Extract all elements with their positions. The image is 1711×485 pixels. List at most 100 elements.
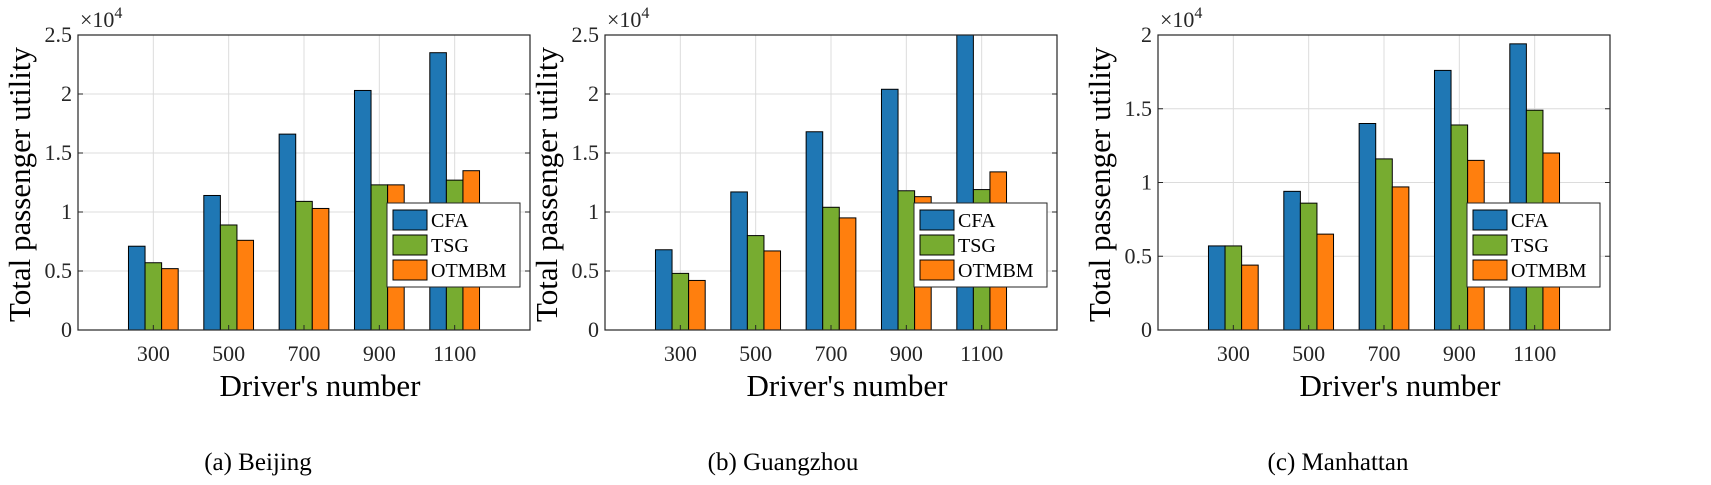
bar-tsg-500 — [746, 235, 765, 331]
panel-caption: (a) Beijing — [204, 449, 312, 476]
y-tick-label: 1 — [1141, 170, 1152, 195]
y-tick-label: 1.5 — [45, 140, 73, 165]
y-tick-label: 2 — [1141, 22, 1152, 47]
y-tick-label: 0.5 — [1125, 243, 1153, 268]
bar-tsg-700 — [1375, 158, 1393, 331]
y-axis-label: Total passenger utility — [1082, 46, 1117, 322]
x-tick-label: 700 — [288, 341, 321, 366]
legend: CFA TSG OTMBM — [386, 202, 521, 288]
x-axis-label: Driver's number — [219, 368, 421, 403]
x-tick-label: 500 — [739, 341, 772, 366]
bar-cfa-300 — [127, 245, 146, 331]
y-tick-label: 2.5 — [45, 22, 73, 47]
chart-panel-1: 0 0.5 1 1.5 2 2.5 300 500 700 900 1100 ×104 Driver's… — [2, 5, 531, 476]
legend-swatch-tsg — [1472, 234, 1508, 256]
bar-tsg-300 — [144, 262, 163, 331]
x-tick-label: 900 — [1443, 341, 1476, 366]
bar-cfa-300 — [1207, 245, 1226, 331]
bar-cfa-1100 — [429, 52, 447, 331]
bar-cfa-900 — [353, 89, 372, 331]
bar-otmbm-500 — [1316, 233, 1335, 331]
legend-swatch-cfa — [1472, 209, 1508, 231]
x-tick-label: 300 — [664, 341, 697, 366]
bar-tsg-900 — [1450, 124, 1469, 331]
y-tick-label: 1.5 — [572, 140, 600, 165]
axis-multiplier: ×104 — [607, 5, 649, 32]
bar-cfa-700 — [805, 131, 824, 331]
chart-panel-2: 0 0.5 1 1.5 2 2.5 300 500 700 900 1100 ×104 Driver's… — [529, 5, 1058, 476]
axis-multiplier: ×104 — [80, 5, 122, 32]
bar-cfa-900 — [1433, 69, 1452, 331]
y-axis-label: Total passenger utility — [2, 46, 37, 322]
legend: CFA TSG OTMBM — [1466, 202, 1601, 288]
legend-swatch-cfa — [392, 209, 428, 231]
y-tick-label: 0.5 — [45, 258, 73, 283]
bar-cfa-500 — [730, 191, 748, 331]
legend-label-cfa: CFA — [958, 210, 996, 232]
legend: CFA TSG OTMBM — [913, 202, 1048, 288]
panel-caption: (b) Guangzhou — [708, 449, 859, 476]
chart-panel-3: 0 0.5 1 1.5 2 300 500 700 900 1100 ×104 Driver's nu… — [1082, 5, 1611, 476]
x-tick-label: 300 — [1217, 341, 1250, 366]
bar-cfa-500 — [203, 194, 221, 331]
y-axis-label: Total passenger utility — [529, 46, 564, 322]
bar-tsg-700 — [822, 206, 840, 331]
x-tick-label: 1100 — [433, 341, 476, 366]
legend-swatch-otmbm — [392, 259, 428, 281]
x-axis-label: Driver's number — [1299, 368, 1501, 403]
bar-cfa-700 — [278, 133, 297, 331]
legend-label-tsg: TSG — [431, 235, 469, 257]
legend-label-otmbm: OTMBM — [431, 260, 507, 282]
bar-tsg-300 — [671, 272, 690, 331]
y-tick-label: 2.5 — [572, 22, 600, 47]
x-tick-label: 900 — [890, 341, 923, 366]
bar-cfa-300 — [654, 249, 673, 331]
y-tick-label: 0 — [1141, 317, 1152, 342]
bar-tsg-900 — [370, 184, 389, 331]
bar-otmbm-700 — [311, 207, 330, 331]
x-tick-label: 700 — [1368, 341, 1401, 366]
legend-swatch-otmbm — [1472, 259, 1508, 281]
legend-label-otmbm: OTMBM — [1511, 260, 1587, 282]
bar-tsg-500 — [219, 224, 238, 331]
bar-cfa-700 — [1358, 123, 1377, 331]
bar-cfa-500 — [1283, 190, 1301, 331]
x-tick-label: 500 — [1292, 341, 1325, 366]
bar-otmbm-700 — [838, 217, 857, 331]
y-tick-label: 0 — [588, 317, 599, 342]
bar-otmbm-700 — [1391, 186, 1410, 331]
y-tick-label: 0.5 — [572, 258, 600, 283]
legend-label-tsg: TSG — [958, 235, 996, 257]
y-tick-label: 2 — [588, 81, 599, 106]
y-tick-label: 2 — [61, 81, 72, 106]
x-axis-label: Driver's number — [746, 368, 948, 403]
bar-tsg-700 — [295, 200, 313, 331]
panel-caption: (c) Manhattan — [1268, 449, 1409, 476]
legend-swatch-otmbm — [919, 259, 955, 281]
y-tick-label: 1 — [61, 199, 72, 224]
legend-swatch-tsg — [392, 234, 428, 256]
y-tick-label: 0 — [61, 317, 72, 342]
legend-label-tsg: TSG — [1511, 235, 1549, 257]
bar-otmbm-500 — [763, 250, 782, 331]
x-tick-label: 900 — [363, 341, 396, 366]
bar-otmbm-300 — [1241, 264, 1259, 331]
x-tick-label: 1100 — [960, 341, 1003, 366]
x-tick-label: 1100 — [1513, 341, 1556, 366]
legend-label-otmbm: OTMBM — [958, 260, 1034, 282]
x-tick-label: 700 — [815, 341, 848, 366]
y-tick-label: 1 — [588, 199, 599, 224]
bar-otmbm-300 — [161, 268, 179, 331]
bar-otmbm-300 — [688, 279, 706, 331]
y-tick-label: 1.5 — [1125, 96, 1153, 121]
legend-swatch-cfa — [919, 209, 955, 231]
axis-multiplier: ×104 — [1160, 5, 1202, 32]
bar-cfa-900 — [880, 88, 899, 331]
legend-label-cfa: CFA — [431, 210, 469, 232]
bar-tsg-500 — [1299, 202, 1318, 331]
legend-label-cfa: CFA — [1511, 210, 1549, 232]
x-tick-label: 300 — [137, 341, 170, 366]
bar-tsg-300 — [1224, 245, 1243, 331]
bar-tsg-900 — [897, 190, 916, 331]
